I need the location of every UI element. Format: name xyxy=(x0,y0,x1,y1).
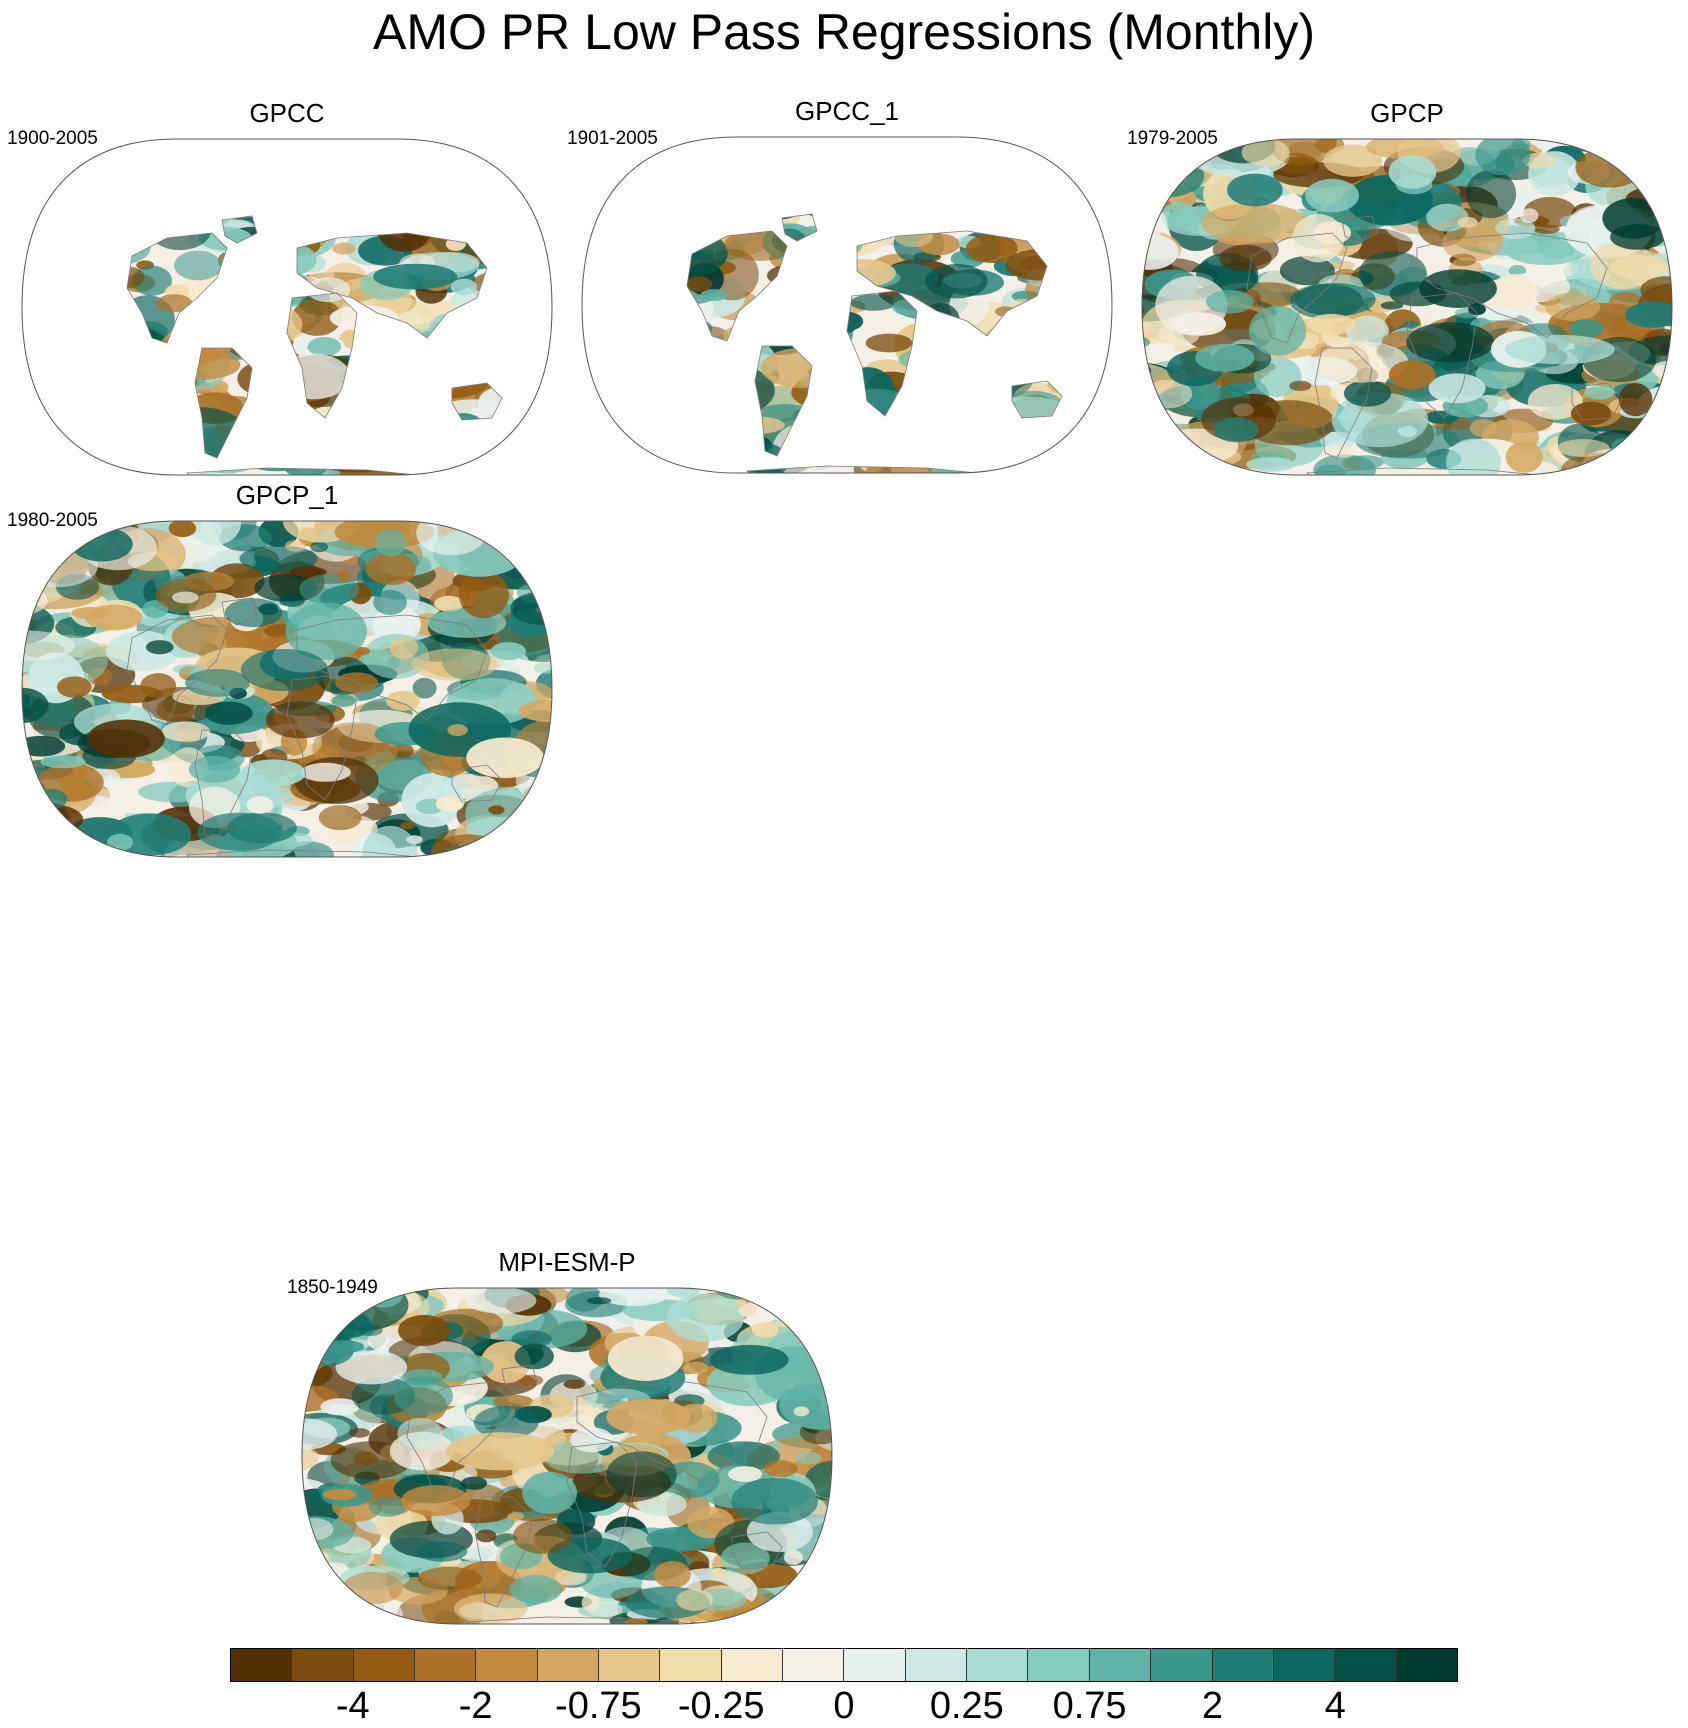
colorbar-box xyxy=(660,1649,722,1681)
colorbar-box xyxy=(721,1649,784,1681)
colorbar-box xyxy=(1335,1649,1397,1681)
colorbar-box xyxy=(353,1649,416,1681)
panel-title: GPCC xyxy=(249,98,325,128)
world-map xyxy=(301,1287,833,1625)
panel-title: GPCC_1 xyxy=(794,96,900,126)
colorbar-label: 4 xyxy=(1324,1685,1346,1727)
colorbar-box xyxy=(1212,1649,1274,1681)
colorbar-box xyxy=(292,1649,354,1681)
colorbar-box xyxy=(844,1649,906,1681)
colorbar-label: -0.25 xyxy=(677,1685,765,1727)
world-map xyxy=(581,136,1113,474)
panel-title: GPCP xyxy=(1370,98,1444,128)
panel-period: 1901-2005 xyxy=(567,128,658,149)
panel-title: MPI-ESM-P xyxy=(498,1247,636,1277)
panel-period: 1979-2005 xyxy=(1127,128,1218,149)
colorbar-label: 0.25 xyxy=(929,1685,1004,1727)
colorbar-label: -4 xyxy=(335,1685,370,1727)
colorbar-box xyxy=(905,1649,968,1681)
colorbar-box xyxy=(599,1649,661,1681)
world-map xyxy=(1141,138,1673,476)
world-map xyxy=(21,520,553,858)
map-panel-gpcc: GPCC 1900-2005 xyxy=(7,98,567,478)
colorbar-label: -0.75 xyxy=(555,1685,642,1727)
panel-title: GPCP_1 xyxy=(235,480,339,510)
colorbar xyxy=(230,1648,1458,1682)
colorbar-box xyxy=(537,1649,600,1681)
colorbar-label: 0 xyxy=(833,1685,855,1727)
map-panel-mpi-esm-p: MPI-ESM-P 1850-1949 xyxy=(287,1247,847,1627)
colorbar-box xyxy=(1028,1649,1090,1681)
colorbar-box xyxy=(415,1649,477,1681)
colorbar-box xyxy=(1089,1649,1152,1681)
panel-period: 1980-2005 xyxy=(7,510,98,531)
colorbar-box xyxy=(783,1649,845,1681)
map-panel-gpcp-1: GPCP_1 1980-2005 xyxy=(7,480,567,860)
colorbar-box xyxy=(1396,1649,1457,1681)
map-panel-gpcp: GPCP 1979-2005 xyxy=(1127,98,1687,478)
colorbar-box xyxy=(1273,1649,1336,1681)
figure-title: AMO PR Low Pass Regressions (Monthly) xyxy=(373,4,1315,60)
colorbar-box xyxy=(1151,1649,1213,1681)
colorbar-label: 0.75 xyxy=(1052,1685,1127,1727)
colorbar-label: -2 xyxy=(458,1685,493,1727)
world-map xyxy=(21,138,553,476)
colorbar-box xyxy=(967,1649,1029,1681)
colorbar-box xyxy=(476,1649,538,1681)
colorbar-box xyxy=(231,1649,293,1681)
colorbar-label: 2 xyxy=(1201,1685,1223,1727)
panel-period: 1850-1949 xyxy=(287,1277,378,1298)
panel-period: 1900-2005 xyxy=(7,128,98,149)
map-panel-gpcc-1: GPCC_1 1901-2005 xyxy=(567,96,1127,476)
